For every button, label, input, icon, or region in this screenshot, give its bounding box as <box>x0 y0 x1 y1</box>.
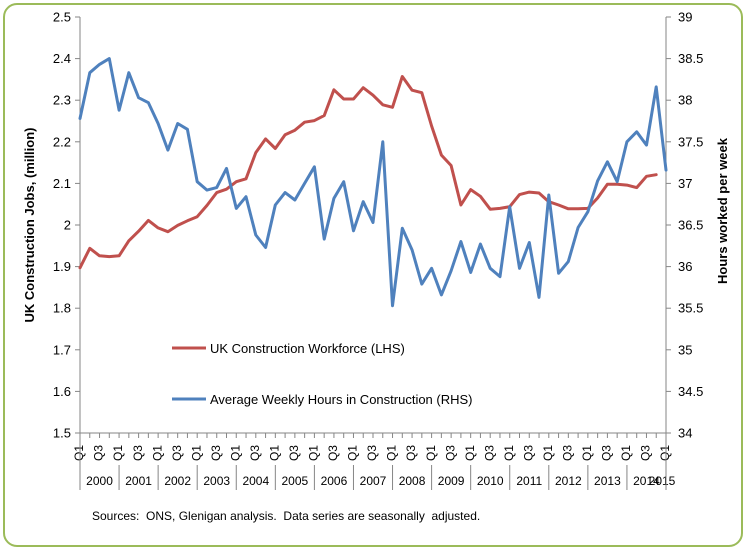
x-quarter-label: Q1 <box>150 445 164 461</box>
left-tick-label: 1.6 <box>53 384 71 399</box>
x-quarter-label: Q1 <box>307 445 321 461</box>
x-quarter-label: Q3 <box>600 445 614 461</box>
x-year-label: 2012 <box>555 474 582 488</box>
axes: 1.5 1.6 1.7 1.8 1.9 2 2.1 2.2 2.3 2.4 2.5 34 34.5 35 3… <box>22 10 730 490</box>
x-year-label: 2007 <box>360 474 387 488</box>
x-year-label: 2010 <box>477 474 504 488</box>
legend-label-hours: Average Weekly Hours in Construction (RH… <box>210 392 473 407</box>
left-tick-label: 2.2 <box>53 134 71 149</box>
x-quarter-label: Q3 <box>521 445 535 461</box>
x-quarter-label: Q3 <box>404 445 418 461</box>
x-year-label: 2013 <box>594 474 621 488</box>
x-year-label: 2000 <box>86 474 113 488</box>
x-quarter-label: Q3 <box>561 445 575 461</box>
x-quarter-label: Q1 <box>111 445 125 461</box>
right-tick-label: 38.5 <box>678 51 703 66</box>
x-quarter-label: Q1 <box>346 445 360 461</box>
x-quarter-label: Q1 <box>658 445 672 461</box>
x-quarter-label: Q1 <box>619 445 633 461</box>
right-tick-label: 37.5 <box>678 134 703 149</box>
x-quarter-label: Q1 <box>580 445 594 461</box>
x-year-label: 2014 <box>633 474 660 488</box>
x-year-label: 2004 <box>242 474 269 488</box>
x-quarter-label: Q1 <box>72 445 86 461</box>
x-quarter-label: Q1 <box>541 445 555 461</box>
left-tick-label: 2 <box>64 218 71 233</box>
source-note: Sources: ONS, Glenigan analysis. Data se… <box>92 509 481 523</box>
x-quarter-label: Q3 <box>92 445 106 461</box>
x-quarter-label: Q3 <box>131 445 145 461</box>
left-tick-label: 1.9 <box>53 259 71 274</box>
left-tick-label: 1.8 <box>53 301 71 316</box>
legend-label-workforce: UK Construction Workforce (LHS) <box>210 341 405 356</box>
left-tick-label: 2.5 <box>53 10 71 25</box>
x-quarter-label: Q1 <box>502 445 516 461</box>
left-tick-label: 1.5 <box>53 426 71 441</box>
x-year-label: 2011 <box>516 474 542 488</box>
right-tick-label: 38 <box>678 93 692 108</box>
x-year-label: 2001 <box>125 474 152 488</box>
x-year-label: 2003 <box>203 474 230 488</box>
x-quarter-label: Q3 <box>326 445 340 461</box>
legend: UK Construction Workforce (LHS) Average W… <box>172 341 473 407</box>
x-quarter-label: Q3 <box>248 445 262 461</box>
left-tick-label: 2.4 <box>53 51 71 66</box>
x-quarter-label: Q3 <box>209 445 223 461</box>
x-quarter-label: Q3 <box>443 445 457 461</box>
left-axis-title: UK Construction Jobs, (million) <box>22 128 37 323</box>
right-tick-label: 34.5 <box>678 384 703 399</box>
x-year-label: 2009 <box>438 474 465 488</box>
x-quarter-label: Q3 <box>639 445 653 461</box>
x-quarter-label: Q1 <box>228 445 242 461</box>
right-axis-title: Hours worked per week <box>715 137 730 284</box>
right-tick-label: 37 <box>678 176 692 191</box>
x-quarter-label: Q1 <box>385 445 399 461</box>
weekly-hours-series-line <box>78 57 668 308</box>
x-year-label: 2005 <box>282 474 309 488</box>
x-quarter-label: Q1 <box>268 445 282 461</box>
right-tick-label: 36.5 <box>678 218 703 233</box>
x-quarter-label: Q3 <box>482 445 496 461</box>
x-year-label: 2006 <box>321 474 348 488</box>
right-tick-label: 35.5 <box>678 301 703 316</box>
right-tick-label: 34 <box>678 426 692 441</box>
x-year-label: 2015 <box>649 474 676 488</box>
right-tick-label: 36 <box>678 259 692 274</box>
right-tick-label: 39 <box>678 10 692 25</box>
left-tick-label: 2.1 <box>53 176 71 191</box>
left-tick-label: 2.3 <box>53 93 71 108</box>
x-quarter-label: Q1 <box>424 445 438 461</box>
x-year-label: 2002 <box>164 474 191 488</box>
workforce-series-line <box>78 75 658 270</box>
series-layer <box>78 57 668 308</box>
x-quarter-label: Q1 <box>189 445 203 461</box>
x-quarter-label: Q3 <box>170 445 184 461</box>
x-quarter-label: Q3 <box>365 445 379 461</box>
right-tick-label: 35 <box>678 342 692 357</box>
x-quarter-label: Q3 <box>287 445 301 461</box>
x-quarter-label: Q1 <box>463 445 477 461</box>
left-tick-label: 1.7 <box>53 342 71 357</box>
x-year-label: 2008 <box>399 474 426 488</box>
